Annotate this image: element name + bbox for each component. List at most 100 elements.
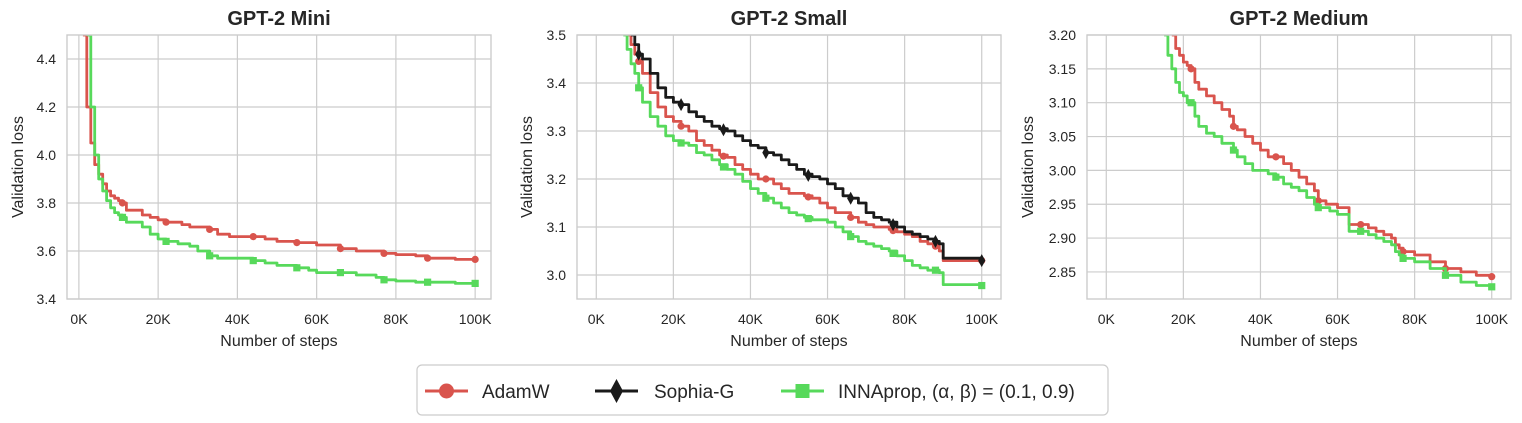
x-tick-label: 80K (383, 311, 409, 327)
legend-label-innaprop: INNAprop, (α, β) = (0.1, 0.9) (838, 382, 1075, 403)
y-tick-label: 3.15 (1049, 61, 1076, 77)
data-point-innaprop (677, 139, 685, 147)
y-axis-label: Validation loss (519, 116, 536, 218)
legend: AdamW Sophia-G INNAprop, (α, β) = (0.1, … (416, 364, 1109, 416)
data-point-innaprop (423, 278, 432, 286)
data-point-sophia (889, 218, 897, 232)
x-tick-label: 80K (892, 311, 918, 327)
x-tick-label: 60K (815, 311, 841, 327)
y-tick-label: 3.1 (547, 219, 567, 235)
data-point-innaprop (931, 266, 940, 274)
y-tick-label: 2.95 (1049, 196, 1076, 212)
panel-gpt-2-mini: 0K 20K 40K 60K 80K 100K 3.4 3.6 3.8 4.0 4.2 4.4 GPT-… (10, 8, 492, 350)
data-point-innaprop (380, 276, 388, 284)
data-point-sophia (762, 146, 770, 160)
legend-entry-innaprop: INNAprop, (α, β) = (0.1, 0.9) (781, 382, 1075, 403)
data-point-sophia (847, 191, 855, 205)
x-tick-label: 40K (1248, 311, 1274, 327)
legend-marker-sophia (610, 379, 623, 403)
y-tick-label: 3.4 (547, 75, 567, 91)
legend-entry-adamw: AdamW (425, 382, 550, 403)
series-line-innaprop (1164, 35, 1494, 287)
data-point-adamw (804, 193, 812, 201)
plot-area (1087, 35, 1511, 299)
x-tick-label: 0K (588, 311, 606, 327)
data-point-adamw (423, 254, 432, 262)
data-point-innaprop (762, 194, 770, 202)
y-tick-label: 4.0 (37, 147, 57, 163)
x-tick-label: 40K (738, 311, 764, 327)
legend-label-sophia: Sophia-G (654, 382, 734, 403)
chart-title: GPT-2 Mini (227, 8, 330, 30)
data-point-innaprop (118, 213, 127, 221)
data-point-adamw (1272, 153, 1280, 161)
y-tick-label: 3.8 (37, 195, 57, 211)
data-point-sophia (719, 123, 728, 137)
data-point-innaprop (249, 257, 257, 265)
data-point-innaprop (1229, 146, 1238, 154)
data-point-adamw (635, 57, 643, 65)
data-point-adamw (162, 218, 170, 226)
legend-box (416, 364, 1109, 416)
plot-area (577, 35, 1001, 299)
series-innaprop (1164, 35, 1496, 291)
data-point-adamw (762, 175, 770, 183)
data-point-innaprop (1314, 204, 1322, 212)
y-tick-label: 3.10 (1049, 95, 1076, 111)
legend-entry-sophia: Sophia-G (595, 379, 734, 403)
x-tick-label: 100K (1475, 311, 1508, 327)
legend-label-adamw: AdamW (482, 382, 550, 403)
chart-title: GPT-2 Small (731, 8, 848, 30)
plot-frame (66, 34, 492, 300)
x-tick-label: 60K (1325, 311, 1351, 327)
series-adamw (1171, 35, 1496, 281)
x-tick-label: 20K (1171, 311, 1197, 327)
data-point-innaprop (1399, 254, 1407, 262)
data-point-sophia (931, 234, 940, 248)
series-line-adamw (1171, 35, 1494, 277)
data-point-innaprop (162, 237, 170, 245)
x-axis-label: Number of steps (1240, 333, 1357, 350)
data-point-innaprop (471, 279, 479, 287)
data-point-adamw (118, 199, 127, 207)
data-point-adamw (249, 233, 257, 241)
series-line-innaprop (623, 35, 984, 286)
data-point-innaprop (1187, 99, 1195, 107)
legend-marker-adamw (439, 383, 454, 399)
y-tick-label: 3.00 (1049, 162, 1076, 178)
chart-panels: 0K 20K 40K 60K 80K 100K 3.4 3.6 3.8 4.0 4.2 4.4 GPT-… (10, 8, 1512, 350)
data-point-innaprop (635, 84, 643, 92)
y-tick-label: 3.20 (1049, 27, 1076, 43)
y-tick-label: 3.6 (37, 243, 57, 259)
plot-frame (1086, 34, 1512, 300)
data-point-innaprop (1272, 173, 1280, 181)
x-tick-label: 60K (304, 311, 330, 327)
chart-title: GPT-2 Medium (1230, 8, 1369, 30)
data-point-innaprop (206, 252, 214, 260)
series-sophia (631, 35, 986, 268)
data-point-adamw (380, 249, 388, 257)
y-tick-label: 3.05 (1049, 129, 1076, 145)
x-tick-label: 0K (1098, 311, 1116, 327)
x-tick-label: 100K (459, 311, 492, 327)
series-innaprop (86, 35, 479, 287)
y-tick-label: 4.2 (37, 99, 57, 115)
legend-marker-innaprop (795, 384, 810, 398)
x-tick-label: 20K (661, 311, 687, 327)
y-tick-label: 3.3 (547, 123, 567, 139)
data-point-innaprop (719, 163, 728, 171)
y-tick-label: 4.4 (37, 51, 57, 67)
data-point-adamw (1187, 65, 1195, 73)
x-axis-label: Number of steps (220, 333, 337, 350)
data-point-adamw (1314, 197, 1322, 205)
y-tick-label: 3.2 (547, 171, 567, 187)
y-axis-label: Validation loss (10, 116, 27, 218)
y-tick-label: 3.4 (37, 291, 57, 307)
y-tick-label: 3.5 (547, 27, 567, 43)
series-line-adamw (627, 35, 982, 262)
series-adamw (82, 35, 479, 263)
data-point-innaprop (804, 215, 812, 223)
data-point-adamw (847, 213, 855, 221)
data-point-innaprop (847, 233, 855, 241)
